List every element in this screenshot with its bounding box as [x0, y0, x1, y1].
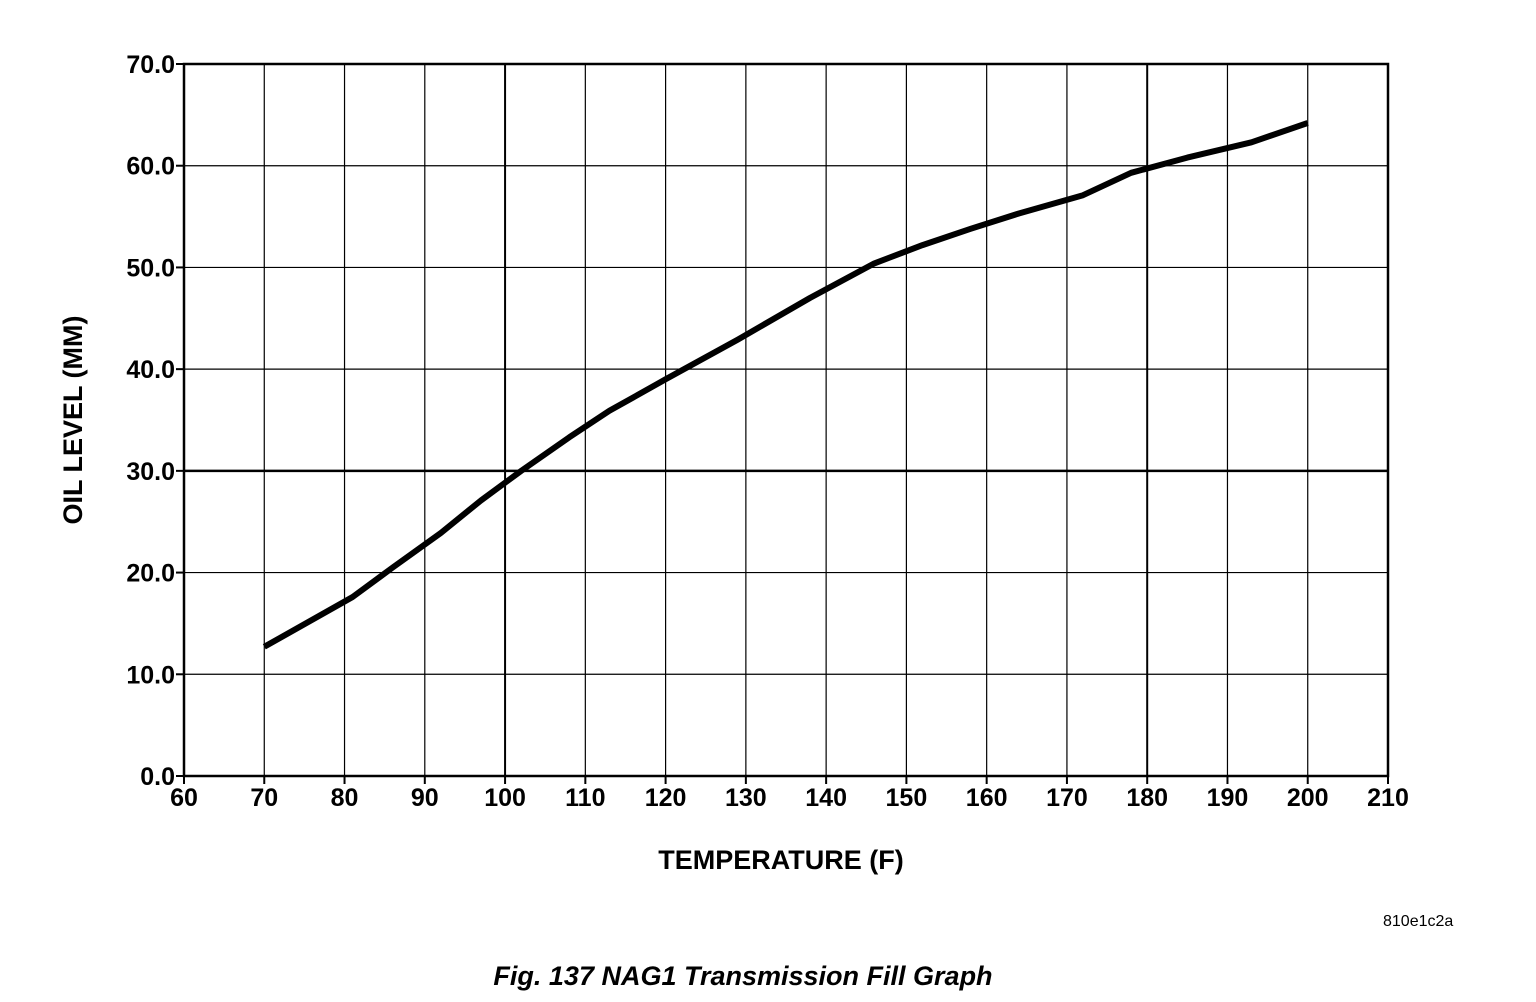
- x-tick-label-150: 150: [886, 784, 928, 812]
- x-tick-label-110: 110: [565, 784, 605, 812]
- x-tick-label-160: 160: [966, 784, 1008, 812]
- y-tick-label-10.0: 10.0: [126, 661, 175, 689]
- figure-code: 810e1c2a: [1383, 913, 1454, 930]
- y-tick-label-50.0: 50.0: [126, 254, 175, 282]
- x-tick-label-140: 140: [805, 784, 847, 812]
- y-tick-label-70.0: 70.0: [126, 51, 175, 79]
- x-tick-label-60: 60: [170, 784, 198, 812]
- x-tick-labels: 60 70 80 90 100 110 120 130 140 150 160 170 180 190 20…: [170, 784, 1409, 812]
- x-axis-title: TEMPERATURE (F): [658, 845, 903, 875]
- x-tick-marks: [183, 776, 1389, 784]
- series-line-oil-level: [262, 120, 1309, 650]
- grid-lines: [184, 64, 1388, 776]
- x-tick-label-170: 170: [1046, 784, 1088, 812]
- x-tick-label-130: 130: [725, 784, 767, 812]
- x-tick-label-100: 100: [484, 784, 526, 812]
- x-tick-label-70: 70: [250, 784, 278, 812]
- y-axis-title: OIL LEVEL (MM): [58, 316, 88, 525]
- x-tick-label-90: 90: [411, 784, 439, 812]
- x-tick-label-180: 180: [1126, 784, 1168, 812]
- x-tick-label-120: 120: [645, 784, 687, 812]
- y-tick-labels: 0.0 10.0 20.0 30.0 40.0 50.0 60.0 70.0: [126, 51, 175, 791]
- y-tick-label-20.0: 20.0: [126, 560, 175, 588]
- y-tick-label-0.0: 0.0: [140, 763, 175, 791]
- y-tick-label-60.0: 60.0: [126, 153, 175, 181]
- x-tick-label-80: 80: [331, 784, 359, 812]
- y-tick-label-40.0: 40.0: [126, 356, 175, 384]
- plot-frame: [182, 62, 1390, 778]
- x-tick-label-190: 190: [1207, 784, 1249, 812]
- figure-caption: Fig. 137 NAG1 Transmission Fill Graph: [493, 961, 993, 991]
- x-tick-label-210: 210: [1367, 784, 1409, 812]
- x-tick-label-200: 200: [1287, 784, 1329, 812]
- y-tick-label-30.0: 30.0: [126, 458, 175, 486]
- y-tick-marks: [176, 63, 184, 777]
